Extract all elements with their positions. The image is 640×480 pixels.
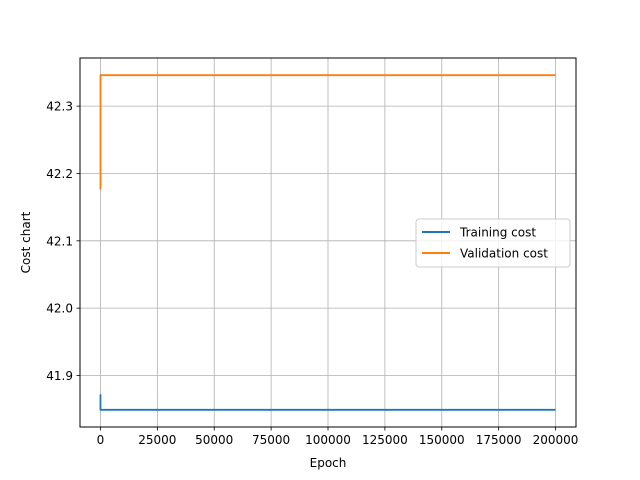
x-tick-label: 50000 (195, 433, 233, 447)
legend-box (415, 218, 571, 268)
y-tick-label: 42.0 (46, 302, 73, 316)
series-line-validation-cost (99, 74, 556, 190)
x-tick-label: 0 (97, 433, 105, 447)
axis-ticks: 0 25000 50000 75000 100000 125000 150000 175000… (46, 100, 578, 447)
x-tick-label: 25000 (138, 433, 176, 447)
y-tick-label: 42.3 (46, 100, 73, 114)
grid (80, 58, 576, 427)
y-tick-label: 42.2 (46, 167, 73, 181)
series-lines (99, 74, 556, 411)
x-axis-label: Epoch (310, 456, 347, 470)
x-tick-label: 100000 (305, 433, 351, 447)
legend-label-training-cost: Training cost (459, 226, 536, 240)
x-tick-label: 125000 (362, 433, 408, 447)
legend: Training cost Validation cost (415, 218, 571, 268)
y-tick-label: 42.1 (46, 234, 73, 248)
series-line-training-cost (99, 394, 556, 411)
x-tick-label: 150000 (419, 433, 465, 447)
y-axis-label: Cost chart (19, 211, 33, 273)
legend-label-validation-cost: Validation cost (460, 247, 548, 261)
x-tick-label: 75000 (252, 433, 290, 447)
x-tick-label: 200000 (533, 433, 579, 447)
y-tick-label: 41.9 (46, 369, 73, 383)
x-tick-label: 175000 (476, 433, 522, 447)
